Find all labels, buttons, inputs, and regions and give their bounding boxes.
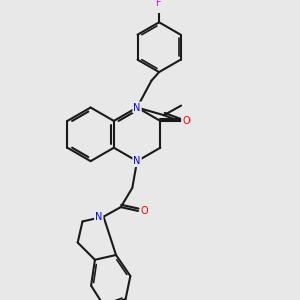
- Text: N: N: [134, 156, 141, 166]
- Text: O: O: [141, 206, 148, 216]
- Text: N: N: [134, 103, 141, 112]
- Text: N: N: [95, 212, 102, 222]
- Text: O: O: [183, 116, 191, 126]
- Text: O: O: [182, 116, 190, 126]
- Text: F: F: [156, 0, 162, 8]
